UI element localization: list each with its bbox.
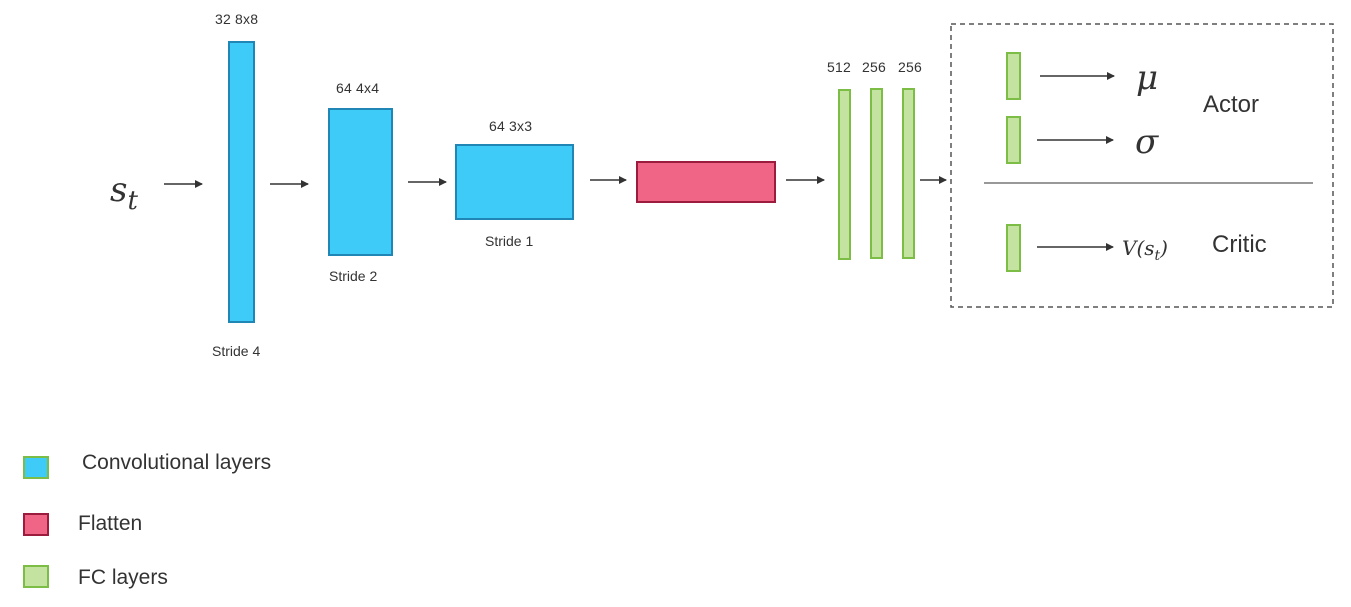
legend-swatch-flatten	[23, 513, 49, 536]
conv1-stride: Stride 4	[212, 343, 261, 359]
sigma-output: σ	[1135, 122, 1159, 162]
actor-label: Actor	[1203, 91, 1260, 118]
conv3-stride: Stride 1	[485, 233, 534, 249]
conv-layer-2	[328, 108, 393, 256]
heads-dashed-box	[950, 23, 1334, 308]
legend-swatch-conv	[23, 456, 49, 479]
legend-label-conv: Convolutional layers	[82, 451, 272, 474]
conv2-stride: Stride 2	[329, 268, 378, 284]
fc2-size: 256	[862, 59, 886, 75]
input-state-label: st	[110, 170, 138, 216]
mu-output: μ	[1136, 58, 1159, 98]
value-output: V(st)	[1122, 236, 1168, 264]
conv3-dims: 64 3x3	[489, 118, 533, 134]
conv2-dims: 64 4x4	[336, 80, 380, 96]
fc-layer-1	[838, 89, 851, 260]
critic-label: Critic	[1212, 231, 1267, 258]
legend-label-fc: FC layers	[78, 566, 168, 589]
critic-value-layer	[1006, 224, 1021, 272]
flatten-layer	[636, 161, 776, 203]
legend-label-flatten: Flatten	[78, 512, 143, 535]
fc1-size: 512	[827, 59, 851, 75]
legend-swatch-fc	[23, 565, 49, 588]
fc3-size: 256	[898, 59, 922, 75]
conv-layer-1	[228, 41, 255, 323]
fc-layer-2	[870, 88, 883, 259]
actor-sigma-layer	[1006, 116, 1021, 164]
conv1-dims: 32 8x8	[215, 11, 259, 27]
fc-layer-3	[902, 88, 915, 259]
actor-mu-layer	[1006, 52, 1021, 100]
conv-layer-3	[455, 144, 574, 220]
